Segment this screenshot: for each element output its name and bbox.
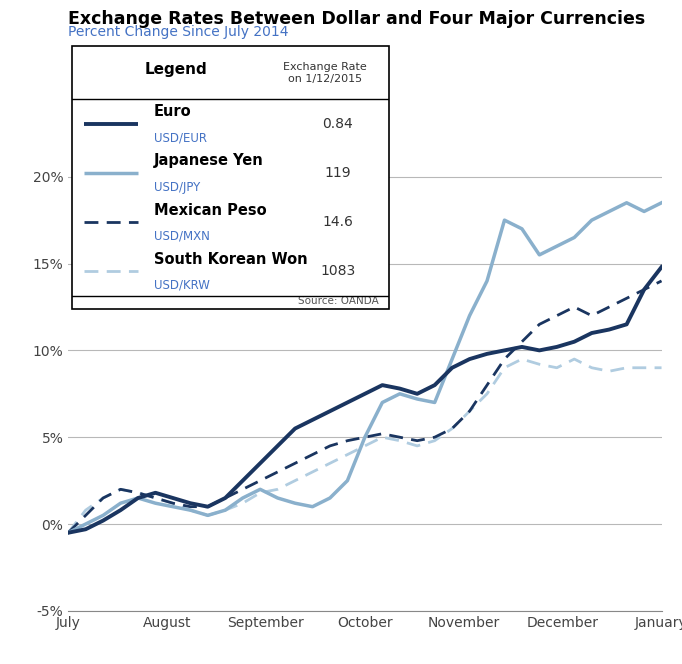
Text: Japanese Yen: Japanese Yen [154, 153, 264, 169]
Text: Exchange Rates Between Dollar and Four Major Currencies: Exchange Rates Between Dollar and Four M… [68, 10, 645, 28]
Text: USD/KRW: USD/KRW [154, 279, 210, 292]
Text: USD/JPY: USD/JPY [154, 181, 201, 194]
Text: Percent Change Since July 2014: Percent Change Since July 2014 [68, 25, 288, 39]
Text: 0.84: 0.84 [323, 116, 353, 131]
Text: Euro: Euro [154, 104, 192, 120]
Text: USD/MXN: USD/MXN [154, 230, 210, 243]
Text: Mexican Peso: Mexican Peso [154, 203, 267, 218]
Text: Source: OANDA: Source: OANDA [299, 296, 379, 306]
Text: Legend: Legend [145, 62, 207, 77]
Text: 14.6: 14.6 [323, 215, 353, 229]
Text: South Korean Won: South Korean Won [154, 252, 308, 267]
Text: Exchange Rate
on 1/12/2015: Exchange Rate on 1/12/2015 [284, 62, 367, 84]
Text: 119: 119 [325, 166, 351, 180]
Text: 1083: 1083 [321, 264, 355, 278]
Text: USD/EUR: USD/EUR [154, 131, 207, 145]
